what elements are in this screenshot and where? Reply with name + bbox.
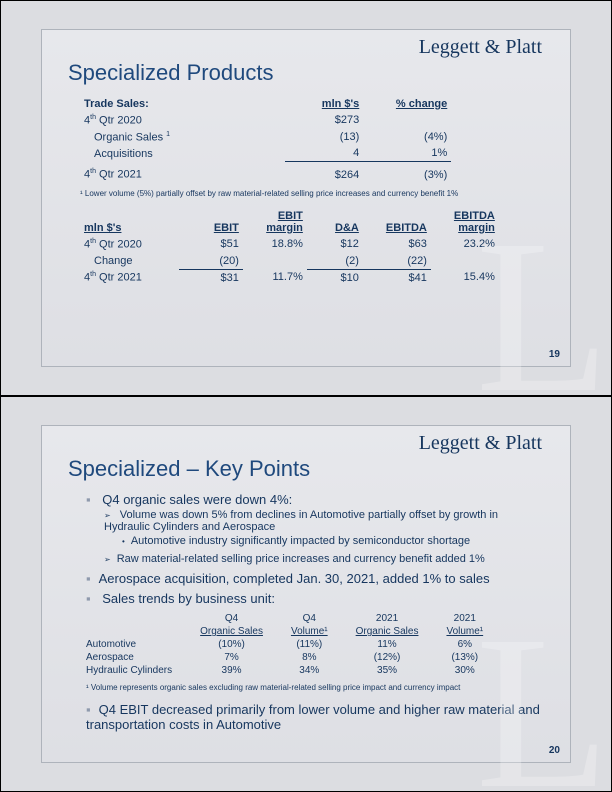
slide-panel: L Leggett & Platt Specialized Products T… [41, 29, 571, 367]
th-ebitda: EBITDA [363, 208, 431, 236]
slide-20: L Leggett & Platt Specialized – Key Poin… [0, 396, 612, 792]
trends-table: Q4Q420212021 Organic Sales Volume¹ Organ… [86, 612, 497, 677]
slide-title: Specialized Products [68, 60, 544, 86]
trade-row: Acquisitions 4 1% [80, 145, 451, 162]
th-ebitdam: EBITDAmargin [431, 208, 499, 236]
sub-bullet: Volume was down 5% from declines in Auto… [104, 509, 544, 547]
brand-logo: Leggett & Platt [419, 36, 542, 59]
footnote-2: ¹ Volume represents organic sales exclud… [86, 683, 544, 692]
slide-19: L Leggett & Platt Specialized Products T… [0, 0, 612, 396]
th-ebitm: EBITmargin [243, 208, 307, 236]
trend-row: Aerospace7%8%(12%)(13%) [86, 651, 497, 664]
bullet-item: Q4 organic sales were down 4%: Volume wa… [86, 492, 544, 565]
footnote-1: ¹ Lower volume (5%) partially offset by … [80, 189, 544, 198]
th-mln2: mln $'s [80, 208, 179, 236]
page-number: 20 [549, 745, 560, 756]
bullet-item: Q4 EBIT decreased primarily from lower v… [86, 702, 544, 732]
ebit-row: 4th Qtr 2021 $3111.7%$10$4115.4% [80, 269, 499, 286]
trade-total: 4th Qtr 2021 $264 (3%) [80, 166, 451, 183]
trade-row: 4th Qtr 2020 $273 [80, 112, 451, 129]
bullet-item: Sales trends by business unit: [86, 591, 544, 606]
page-number: 19 [549, 349, 560, 360]
ebit-table: mln $'s EBIT EBITmargin D&A EBITDA EBITD… [80, 208, 499, 286]
slide-panel: L Leggett & Platt Specialized – Key Poin… [41, 425, 571, 763]
trend-row: Hydraulic Cylinders39%34%35%30% [86, 664, 497, 677]
bullet-list: Q4 organic sales were down 4%: Volume wa… [68, 492, 544, 732]
sub-bullet: Raw material-related selling price incre… [104, 553, 544, 565]
trend-row: Automotive(10%)(11%)11%6% [86, 638, 497, 651]
th-trade: Trade Sales: [80, 96, 285, 112]
bullet-item: Aerospace acquisition, completed Jan. 30… [86, 571, 544, 586]
ebit-row: Change (20)(2)(22) [80, 253, 499, 270]
brand-logo: Leggett & Platt [419, 432, 542, 455]
ebit-row: 4th Qtr 2020 $5118.8%$12$6323.2% [80, 236, 499, 253]
slide-title: Specialized – Key Points [68, 456, 544, 482]
sub-sub-bullet: Automotive industry significantly impact… [122, 535, 544, 547]
th-da: D&A [307, 208, 363, 236]
th-change: % change [363, 96, 451, 112]
trade-sales-table: Trade Sales: mln $'s % change 4th Qtr 20… [80, 96, 451, 183]
th-mln: mln $'s [285, 96, 363, 112]
trade-row: Organic Sales 1 (13) (4%) [80, 129, 451, 146]
th-ebit: EBIT [179, 208, 243, 236]
